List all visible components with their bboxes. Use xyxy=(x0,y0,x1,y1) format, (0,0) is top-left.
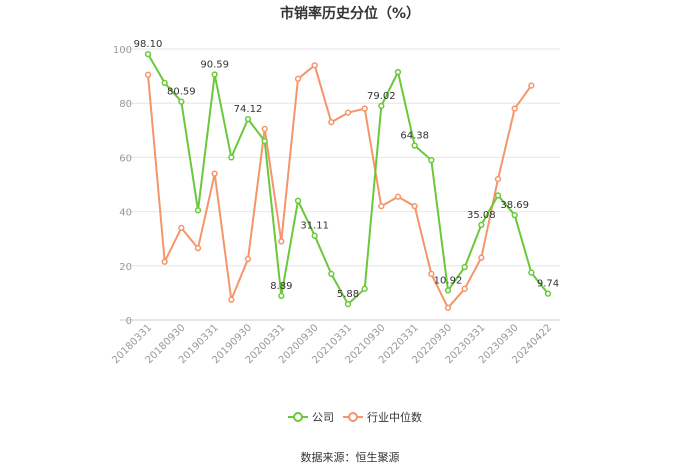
data-point xyxy=(261,125,268,133)
y-tick-label: 40 xyxy=(119,208,132,219)
legend-item-0[interactable]: 公司 xyxy=(288,411,334,424)
data-point xyxy=(244,255,252,263)
data-point xyxy=(528,269,535,276)
data-point xyxy=(228,154,235,161)
legend-swatch-marker xyxy=(293,412,303,422)
data-point xyxy=(144,71,152,78)
data-point xyxy=(211,170,218,177)
data-label: 80.59 xyxy=(167,87,196,98)
legend-swatch-marker xyxy=(348,412,358,422)
data-point xyxy=(361,105,368,112)
data-point xyxy=(544,290,552,297)
data-label: 5.88 xyxy=(337,289,359,300)
source-note: 数据来源：恒生聚源 xyxy=(301,450,400,464)
y-axis: 0 20 40 60 80 100 xyxy=(113,45,132,327)
data-label: 64.38 xyxy=(400,131,429,142)
data-point xyxy=(361,285,368,292)
data-point xyxy=(294,197,302,204)
y-tick-label: 20 xyxy=(119,262,132,273)
grid xyxy=(120,48,560,321)
series-line-0 xyxy=(147,53,549,306)
y-tick-label: 60 xyxy=(119,153,132,164)
data-point xyxy=(494,175,502,183)
series-layer xyxy=(144,50,552,311)
data-labels: 98.10 80.59 90.59 74.12 8.89 31.11 5.88 79.02 64… xyxy=(134,39,559,300)
data-point xyxy=(344,300,352,308)
data-point xyxy=(478,221,485,229)
data-label: 8.89 xyxy=(270,281,292,292)
legend-item-1[interactable]: 行业中位数 xyxy=(343,410,422,424)
x-axis: 2018033120180930201903312019093020200331… xyxy=(110,322,554,366)
data-point xyxy=(178,98,185,105)
legend-label: 公司 xyxy=(312,411,334,424)
data-point xyxy=(178,224,185,232)
data-point xyxy=(211,71,218,78)
data-point xyxy=(511,212,518,219)
legend[interactable]: 公司 行业中位数 xyxy=(288,410,422,424)
data-point xyxy=(311,232,318,239)
data-label: 90.59 xyxy=(200,60,229,71)
data-point xyxy=(244,115,252,123)
data-point xyxy=(378,102,385,110)
data-point xyxy=(144,50,152,58)
data-point xyxy=(511,105,518,112)
data-point xyxy=(328,119,335,126)
data-label: 10.92 xyxy=(434,275,463,286)
series-line-1 xyxy=(147,64,533,309)
data-point xyxy=(228,296,235,303)
y-tick-label: 80 xyxy=(119,99,132,110)
data-point xyxy=(428,270,435,278)
data-point xyxy=(311,62,318,69)
data-label: 74.12 xyxy=(234,104,263,115)
data-point xyxy=(528,82,535,89)
data-point xyxy=(444,304,452,311)
data-point xyxy=(161,79,168,87)
data-point xyxy=(394,68,402,76)
data-point xyxy=(278,292,285,300)
data-point xyxy=(461,285,468,292)
data-label: 35.08 xyxy=(467,210,496,221)
data-point xyxy=(494,192,502,199)
data-point xyxy=(394,193,402,200)
data-point xyxy=(428,156,435,164)
data-label: 79.02 xyxy=(367,91,396,102)
data-point xyxy=(411,142,418,149)
data-point xyxy=(478,254,485,261)
data-point xyxy=(278,238,285,245)
data-point xyxy=(344,109,352,116)
data-label: 38.69 xyxy=(500,200,529,211)
data-label: 98.10 xyxy=(134,39,163,50)
y-tick-label: 100 xyxy=(113,45,132,56)
data-point xyxy=(194,207,202,214)
data-point xyxy=(378,203,385,210)
data-point xyxy=(411,203,418,210)
legend-label: 行业中位数 xyxy=(367,410,422,424)
data-point xyxy=(161,258,168,265)
data-point xyxy=(194,245,202,252)
data-point xyxy=(261,137,268,145)
data-point xyxy=(294,75,302,82)
chart-title: 市销率历史分位（%） xyxy=(280,5,420,22)
data-point xyxy=(461,264,468,271)
data-label: 31.11 xyxy=(300,221,329,232)
data-label: 9.74 xyxy=(537,279,559,290)
data-point xyxy=(328,270,335,278)
y-tick-label: 0 xyxy=(126,316,132,327)
data-point xyxy=(444,287,452,294)
